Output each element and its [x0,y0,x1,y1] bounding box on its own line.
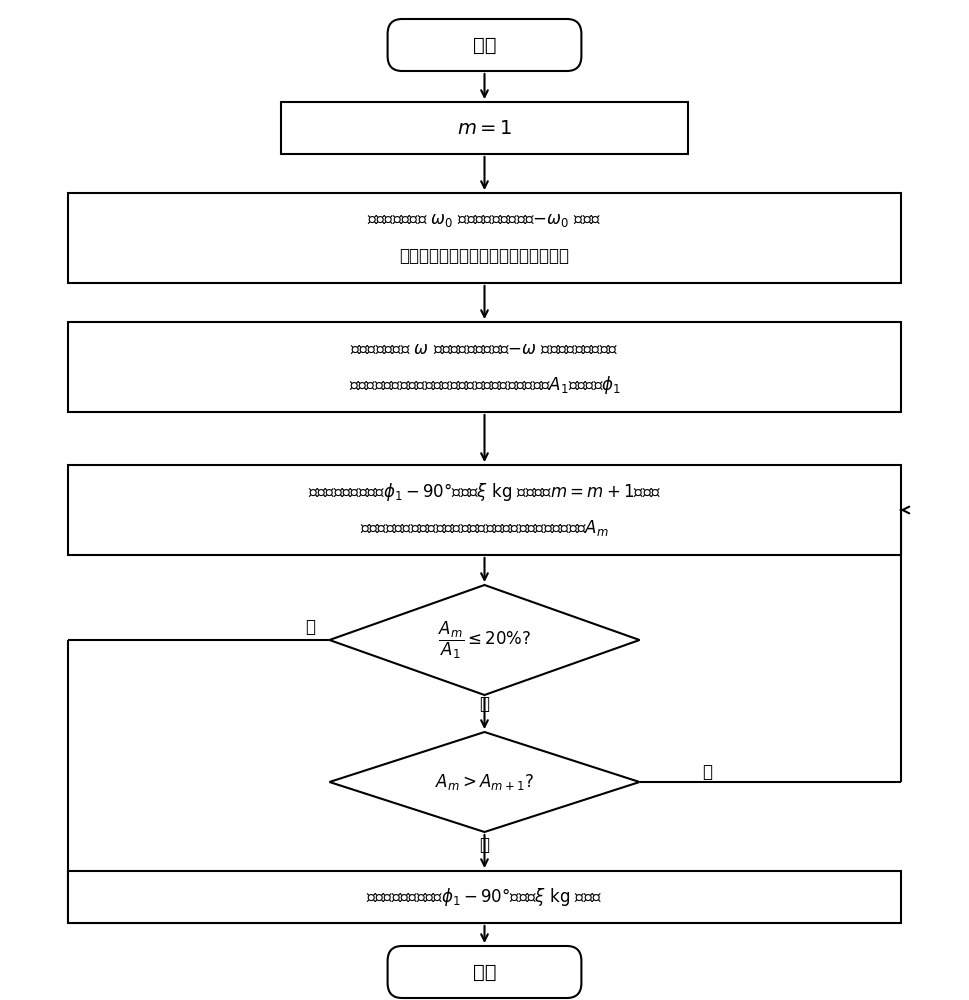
Bar [281,102,688,154]
Polygon shape [329,585,640,695]
Text: 回转台驱动电流信号，并提取一倍频成分，记其幅值为$A_1$，相位为$\phi_1$: 回转台驱动电流信号，并提取一倍频成分，记其幅值为$A_1$，相位为$\phi_1… [349,374,620,396]
Text: 采集并提取回转台驱动电流的基准数据: 采集并提取回转台驱动电流的基准数据 [399,247,570,265]
Text: 在回转台机械角位置$\phi_1-90°$处减去$\xi$ kg 的试重: 在回转台机械角位置$\phi_1-90°$处减去$\xi$ kg 的试重 [366,886,603,908]
Text: 是: 是 [305,618,315,636]
FancyBboxPatch shape [388,946,581,998]
FancyBboxPatch shape [388,19,581,71]
Bar [68,465,901,555]
Text: 开始: 开始 [473,35,496,54]
Text: 是: 是 [480,836,489,854]
Text: $\dfrac{A_m}{A_1}\leq20\%?$: $\dfrac{A_m}{A_1}\leq20\%?$ [438,619,531,661]
Bar [68,193,901,283]
Bar [68,322,901,412]
Text: 设置主轴以转速 $\omega$ 运行，回转台以转速$-\omega$ 运行，采集此转速下: 设置主轴以转速 $\omega$ 运行，回转台以转速$-\omega$ 运行，采… [351,340,618,358]
Text: 在回转台机械角位置$\phi_1-90°$处添加$\xi$ kg 的试重，$m=m+1$，采集: 在回转台机械角位置$\phi_1-90°$处添加$\xi$ kg 的试重，$m=… [308,481,661,503]
Bar [68,871,901,923]
Text: 结束: 结束 [473,962,496,982]
Text: 否: 否 [480,695,489,713]
Text: 补偿后回转台驱动电流信号，并提取一倍频成分，记其幅值为$A_m$: 补偿后回转台驱动电流信号，并提取一倍频成分，记其幅值为$A_m$ [360,518,609,538]
Text: $A_m>A_{m+1}?$: $A_m>A_{m+1}?$ [435,772,534,792]
Polygon shape [329,732,640,832]
Text: $m=1$: $m=1$ [456,118,513,137]
Text: 设置主轴以转速 $\omega_0$ 运行，回转台以转速$-\omega_0$ 运行，: 设置主轴以转速 $\omega_0$ 运行，回转台以转速$-\omega_0$ … [367,211,602,229]
Text: 否: 否 [703,763,712,781]
